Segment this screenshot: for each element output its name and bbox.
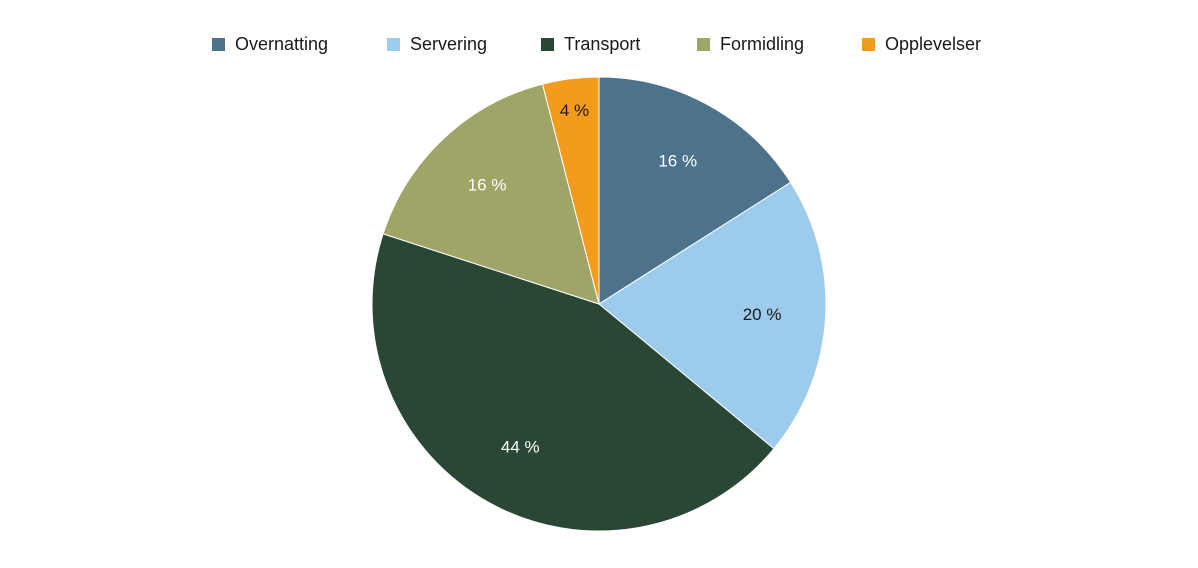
legend-swatch <box>387 37 400 51</box>
pie-slice-servering <box>598 181 827 450</box>
legend-item-servering: Servering <box>387 32 487 56</box>
legend-item-transport: Transport <box>541 32 640 56</box>
slice-label-servering: 20 % <box>743 305 782 324</box>
legend-label: Formidling <box>720 34 805 54</box>
legend-item-opplevelser: Opplevelser <box>862 32 981 56</box>
legend-label: Transport <box>564 34 641 54</box>
slice-label-overnatting: 16 % <box>658 151 697 170</box>
legend-swatch <box>212 37 225 51</box>
slice-label-formidling: 16 % <box>468 175 507 194</box>
chart-legend: Overnatting Servering Transport Formidling O… <box>0 32 1198 56</box>
pie-slice-opplevelser <box>541 76 600 305</box>
legend-item-formidling: Formidling <box>697 32 804 56</box>
legend-swatch <box>541 37 554 51</box>
legend-swatch <box>697 37 710 51</box>
legend-item-overnatting: Overnatting <box>212 32 328 56</box>
legend-label: Overnatting <box>235 34 329 54</box>
pie-slice-overnatting <box>598 76 792 305</box>
slice-label-opplevelser: 4 % <box>560 101 589 120</box>
pie-slice-transport <box>371 233 775 532</box>
legend-label: Opplevelser <box>885 34 982 54</box>
pie-slice-formidling <box>382 83 600 305</box>
slice-label-transport: 44 % <box>501 438 540 457</box>
legend-swatch <box>862 37 875 51</box>
legend-label: Servering <box>410 34 488 54</box>
